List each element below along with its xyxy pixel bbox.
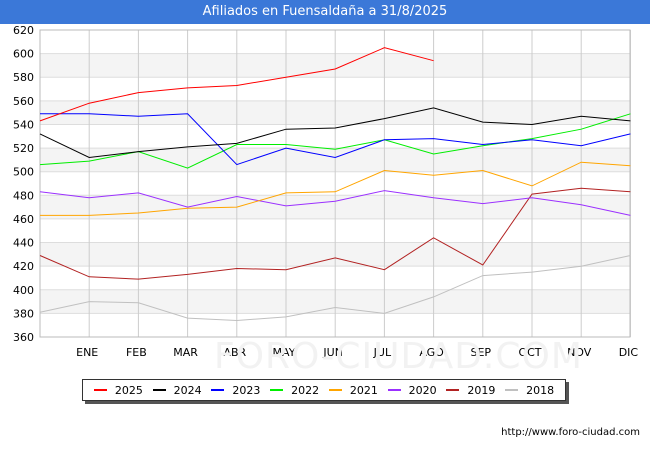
legend-label: 2023 (232, 383, 261, 397)
y-tick-label: 420 (13, 260, 34, 273)
y-tick-label: 520 (13, 142, 34, 155)
legend-item-2018: 2018 (505, 384, 554, 397)
series-line-2019 (39, 187, 631, 280)
y-tick-label: 600 (13, 48, 34, 61)
legend-item-2024: 2024 (152, 383, 202, 397)
y-tick-label: 580 (13, 71, 34, 84)
series-line-2025 (39, 47, 434, 122)
x-tick-label: JUN (322, 346, 343, 359)
legend-item-2025: 2025 (93, 383, 143, 397)
x-tick-label: MAY (273, 346, 296, 359)
legend-item-2023: 2023 (211, 384, 260, 397)
x-tick-label: NOV (567, 346, 592, 359)
legend-swatch (446, 389, 460, 391)
series-line-2024 (39, 107, 631, 159)
x-tick-label: JUL (373, 346, 392, 359)
legend-swatch (270, 389, 284, 391)
y-tick-label: 540 (13, 118, 34, 131)
x-tick-label: AGO (419, 346, 444, 359)
legend-swatch (328, 389, 342, 391)
legend-item-2019: 2019 (446, 384, 495, 397)
series-line-2023 (40, 113, 631, 166)
legend-label: 2020 (408, 383, 437, 397)
chart-legend: 2025 2024 2023 2022 2021 2020 2019 2018 (82, 379, 566, 401)
y-tick-label: 560 (13, 95, 34, 108)
x-tick-label: DIC (619, 346, 639, 359)
legend-swatch (93, 389, 107, 391)
legend-item-2020: 2020 (387, 383, 437, 397)
legend-swatch (211, 389, 225, 391)
legend-swatch (152, 389, 166, 391)
x-tick-label: ABR (223, 346, 246, 359)
y-tick-label: 380 (13, 307, 34, 320)
legend-label: 2024 (173, 383, 202, 397)
series-line-2021 (40, 161, 631, 216)
x-tick-label: ENE (76, 346, 98, 359)
y-tick-label: 440 (13, 237, 34, 250)
legend-item-2022: 2022 (270, 384, 319, 397)
legend-swatch (387, 389, 401, 391)
plot-frame (39, 29, 631, 338)
series-line-2020 (39, 190, 631, 216)
legend-swatch (505, 389, 519, 391)
legend-label: 2019 (467, 383, 496, 397)
y-tick-label: 400 (13, 284, 34, 297)
legend-label: 2018 (526, 383, 555, 397)
y-tick-label: 500 (13, 166, 34, 179)
chart-title: Afiliados en Fuensaldaña a 31/8/2025 (0, 0, 650, 24)
legend-item-2021: 2021 (328, 383, 378, 397)
y-tick-label: 460 (13, 213, 34, 226)
watermark: FORO-CIUDAD.COM (214, 336, 583, 377)
x-tick-label: MAR (173, 346, 198, 359)
y-tick-label: 360 (13, 331, 34, 344)
y-tick-label: 620 (13, 24, 34, 37)
series-line-2018 (39, 255, 631, 322)
x-tick-label: SEP (471, 346, 492, 359)
legend-label: 2025 (114, 383, 143, 397)
source-url: http://www.foro-ciudad.com (501, 427, 640, 438)
x-tick-label: FEB (126, 346, 147, 359)
legend-label: 2021 (349, 383, 378, 397)
x-tick-label: OCT (518, 346, 541, 359)
y-tick-label: 480 (13, 189, 34, 202)
legend-label: 2022 (291, 383, 320, 397)
